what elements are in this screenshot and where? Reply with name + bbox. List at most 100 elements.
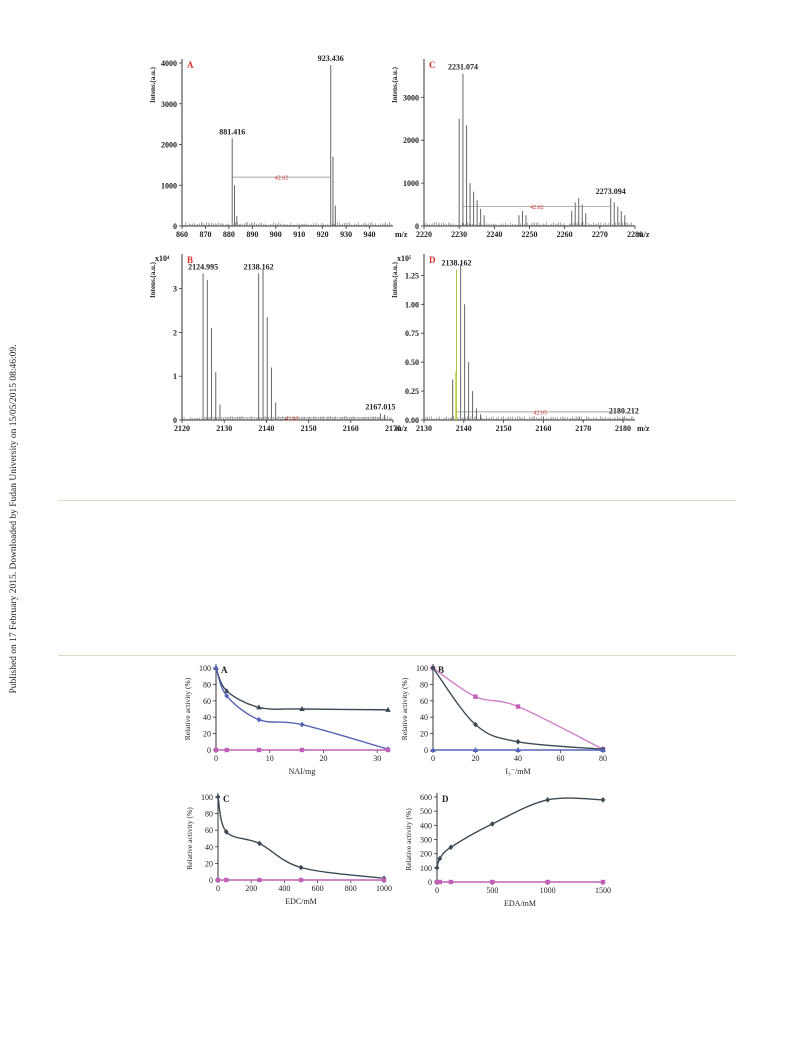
baseline-noise	[425, 222, 634, 226]
x-tick-label: 900	[270, 230, 282, 239]
x-tick-label: 600	[312, 884, 324, 893]
x-tick-label: 880	[223, 230, 235, 239]
x-tick-label: 2150	[301, 424, 317, 433]
y-tick-label: 0	[428, 878, 432, 887]
x-tick-label: 20	[320, 754, 328, 763]
x-axis-label: I₃⁻/mM	[505, 767, 530, 776]
activity-chart-b: 0 20 40 60 80 100 0 20 40 60 80 B Relative activity …	[400, 664, 607, 776]
panel-letter: D	[442, 794, 449, 804]
x-tick-label: 800	[345, 884, 357, 893]
x-tick-label: 2280	[627, 230, 643, 239]
series-point-square	[545, 879, 550, 885]
x-tick-label: 920	[317, 230, 329, 239]
y-tick-label: 100	[420, 864, 432, 873]
spectrum-b: 0 1 2 3 2120 2130 2140 2150 2160 2170 B Intens.(a.u…	[149, 254, 408, 433]
y-tick-label: 400	[420, 821, 432, 830]
y-tick-label: 0	[415, 222, 419, 231]
panel-letter: A	[221, 665, 228, 675]
x-tick-label: 10	[266, 754, 274, 763]
y-axis-label: Relative activity (%)	[183, 677, 192, 740]
series-point-diamond	[223, 829, 229, 835]
series-point-diamond	[473, 721, 478, 728]
y-tick-label: 0	[173, 416, 177, 425]
panel-letter: D	[429, 255, 436, 265]
y-tick-label: 60	[203, 697, 211, 706]
peak-label: 2138.162	[441, 259, 471, 268]
y-tick-label: 40	[205, 843, 213, 852]
spectrum-a: 0 1000 2000 3000 4000 860 870 880 890 900 910 920 93…	[149, 54, 408, 239]
y-tick-label: 20	[203, 730, 211, 739]
panel-letter: C	[223, 794, 230, 804]
x-tick-label: 2170	[385, 424, 401, 433]
peak-label: 923.436	[318, 54, 344, 63]
y-tick-label: 80	[420, 680, 428, 689]
activity-chart-d: 0 100 200 300 400 500 600 0 500 1000 1500 D Relative…	[404, 793, 611, 908]
x-tick-label: 0	[216, 884, 220, 893]
panel-letter: B	[187, 255, 193, 265]
series-line	[215, 667, 389, 711]
y-tick-label: 80	[205, 810, 213, 819]
x-tick-label: 2130	[416, 424, 432, 433]
x-tick-label: 2180	[615, 424, 631, 433]
x-tick-label: 2170	[575, 424, 591, 433]
x-tick-label: 2160	[535, 424, 551, 433]
x-tick-label: 200	[245, 884, 257, 893]
axis-multiplier: x10⁵	[397, 254, 412, 263]
series-point-square	[213, 747, 219, 753]
y-tick-label: 60	[420, 697, 428, 706]
series-point-triangle	[472, 747, 479, 752]
x-tick-label: 2240	[486, 230, 502, 239]
y-tick-label: 20	[420, 730, 428, 739]
x-tick-label: 40	[514, 754, 522, 763]
section-divider-bottom	[58, 655, 736, 656]
x-tick-label: 890	[246, 230, 258, 239]
series-point-triangle	[515, 747, 521, 752]
y-tick-label: 0	[424, 746, 428, 755]
series-point-square	[256, 747, 262, 753]
baseline-noise	[425, 416, 634, 420]
peak-label: 881.416	[219, 127, 245, 136]
y-tick-label: 3000	[161, 100, 177, 109]
series-point-square	[600, 879, 606, 885]
y-tick-label: 3000	[403, 93, 419, 102]
series-point-square	[257, 877, 262, 883]
mass-shift-label: 42.02	[285, 416, 299, 422]
y-tick-label: 600	[420, 793, 432, 802]
panel-letter: A	[187, 60, 194, 70]
y-axis-label: Intens.(a.u.)	[391, 261, 399, 298]
peak-label: 2231.074	[448, 63, 478, 72]
y-tick-label: 1.25	[405, 271, 419, 280]
series-point-diamond	[298, 864, 304, 871]
x-tick-label: 0	[431, 754, 435, 763]
series-point-square	[437, 879, 442, 885]
x-tick-label: 2130	[216, 424, 232, 433]
x-tick-label: 2140	[258, 424, 274, 433]
series-line	[436, 797, 604, 869]
x-axis-label: EDA/mM	[504, 899, 536, 908]
x-axis-label: m/z	[395, 424, 408, 433]
mass-shift-label: 42.05	[533, 410, 547, 416]
y-tick-label: 0	[207, 746, 211, 755]
peak-label: 2138.162	[244, 262, 274, 271]
baseline-noise	[183, 222, 392, 226]
series-point-triangle	[430, 747, 436, 752]
mass-shift-label: 42.02	[530, 205, 544, 211]
y-tick-label: 40	[420, 713, 428, 722]
x-axis-label: m/z	[637, 230, 650, 239]
series-point-diamond	[215, 794, 221, 800]
y-tick-label: 4000	[161, 59, 177, 68]
series-point-diamond	[545, 797, 551, 803]
y-tick-label: 20	[205, 859, 213, 868]
series-point-square	[298, 877, 304, 883]
spectrum-d: 0.00 0.25 0.50 0.75 1.00 1.25 2130 2140 2150 2160…	[391, 254, 650, 433]
series-point-triangle	[600, 747, 606, 752]
series-point-square	[224, 877, 229, 883]
x-tick-label: 2250	[522, 230, 538, 239]
section-divider-top	[58, 500, 736, 501]
series-point-triangle	[223, 687, 230, 693]
activity-chart-a: 0 20 40 60 80 100 0 10 20 30 A Relative activity (%…	[183, 664, 391, 776]
panel-letter: B	[438, 665, 444, 675]
series-line	[432, 667, 604, 750]
